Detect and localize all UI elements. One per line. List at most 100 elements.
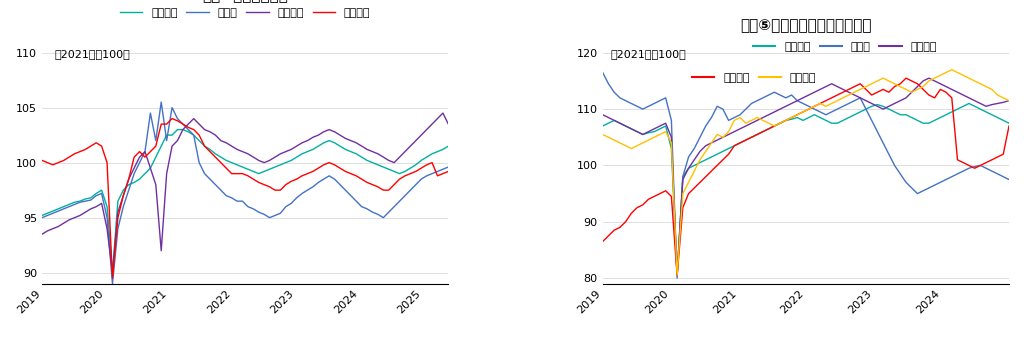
- スペイン: [860, 84, 872, 89]
- イタリア: [597, 239, 609, 244]
- ドイツ: [307, 185, 319, 189]
- フランス: [980, 104, 992, 108]
- Line: ユーロ圈: ユーロ圈: [42, 130, 449, 273]
- ユーロ圈: [36, 213, 48, 218]
- フランス: [182, 122, 195, 126]
- イタリア: [187, 128, 200, 132]
- イタリア: [106, 276, 119, 280]
- Text: （2021年＝100）: （2021年＝100）: [54, 49, 130, 59]
- スペイン: [671, 273, 683, 277]
- フランス: [367, 149, 379, 154]
- イタリア: [900, 76, 912, 80]
- スペイン: [945, 67, 957, 72]
- ドイツ: [317, 177, 330, 181]
- スペイン: [831, 99, 844, 103]
- フランス: [1002, 99, 1015, 103]
- フランス: [106, 271, 119, 275]
- フランス: [312, 133, 325, 137]
- イタリア: [831, 93, 844, 97]
- ユーロ圈: [106, 271, 119, 275]
- スペイン: [877, 76, 889, 80]
- ドイツ: [187, 133, 200, 137]
- フランス: [923, 76, 935, 80]
- ドイツ: [106, 282, 119, 286]
- イタリア: [739, 138, 752, 142]
- ドイツ: [1002, 177, 1015, 182]
- ユーロ圈: [980, 110, 992, 114]
- Line: ユーロ圈: ユーロ圈: [603, 103, 1009, 275]
- イタリア: [307, 169, 319, 173]
- Legend: イタリア, スペイン: イタリア, スペイン: [692, 73, 816, 83]
- イタリア: [980, 161, 992, 165]
- Title: 図表③　小売売上高: 図表③ 小売売上高: [203, 0, 288, 3]
- スペイン: [739, 121, 752, 125]
- ユーロ圈: [372, 163, 384, 167]
- ユーロ圈: [1002, 121, 1015, 125]
- ドイツ: [442, 165, 455, 169]
- Line: フランス: フランス: [42, 113, 449, 273]
- イタリア: [258, 183, 270, 187]
- ユーロ圈: [597, 124, 609, 128]
- ユーロ圈: [653, 127, 666, 131]
- ユーロ圈: [860, 107, 872, 111]
- フランス: [831, 84, 844, 89]
- スペイン: [1002, 99, 1015, 103]
- ドイツ: [877, 141, 889, 145]
- スペイン: [980, 84, 992, 89]
- イタリア: [1002, 124, 1015, 128]
- フランス: [253, 158, 265, 163]
- イタリア: [877, 87, 889, 91]
- ユーロ圈: [171, 128, 183, 132]
- イタリア: [74, 149, 86, 154]
- フランス: [597, 113, 609, 117]
- ドイツ: [860, 107, 872, 111]
- ユーロ圈: [963, 101, 975, 106]
- ドイツ: [258, 212, 270, 217]
- フランス: [74, 213, 86, 218]
- ドイツ: [36, 216, 48, 220]
- Legend: ユーロ圈, ドイツ, フランス, イタリア: ユーロ圈, ドイツ, フランス, イタリア: [120, 8, 371, 18]
- フランス: [671, 273, 683, 277]
- フランス: [301, 138, 313, 143]
- イタリア: [36, 158, 48, 163]
- Title: 図表⑤　実質資本財国内売上高: 図表⑤ 実質資本財国内売上高: [740, 18, 871, 34]
- フランス: [653, 124, 666, 128]
- ドイツ: [671, 276, 683, 280]
- イタリア: [653, 192, 666, 196]
- イタリア: [372, 185, 384, 189]
- フランス: [877, 107, 889, 111]
- イタリア: [317, 163, 330, 167]
- ユーロ圈: [317, 141, 330, 145]
- ユーロ圈: [877, 104, 889, 108]
- ユーロ圈: [442, 144, 455, 148]
- フランス: [442, 122, 455, 126]
- スペイン: [653, 133, 666, 137]
- ユーロ圈: [831, 121, 844, 125]
- ユーロ圈: [307, 147, 319, 152]
- フランス: [739, 124, 752, 128]
- ドイツ: [74, 200, 86, 204]
- ユーロ圈: [671, 273, 683, 277]
- ドイツ: [372, 212, 384, 217]
- Line: イタリア: イタリア: [42, 119, 449, 278]
- Line: イタリア: イタリア: [603, 78, 1009, 275]
- ドイツ: [739, 107, 752, 111]
- ドイツ: [653, 99, 666, 103]
- フランス: [36, 232, 48, 236]
- イタリア: [671, 273, 683, 277]
- ドイツ: [831, 107, 844, 111]
- イタリア: [166, 117, 178, 121]
- イタリア: [442, 169, 455, 173]
- フランス: [437, 111, 450, 115]
- イタリア: [860, 87, 872, 91]
- ドイツ: [155, 100, 167, 104]
- ドイツ: [699, 124, 712, 128]
- ユーロ圈: [258, 169, 270, 173]
- ドイツ: [597, 71, 609, 75]
- スペイン: [597, 133, 609, 137]
- Line: フランス: フランス: [603, 78, 1009, 275]
- フランス: [860, 99, 872, 103]
- Line: ドイツ: ドイツ: [603, 73, 1009, 278]
- ユーロ圈: [74, 199, 86, 203]
- Text: （2021年＝100）: （2021年＝100）: [611, 49, 687, 59]
